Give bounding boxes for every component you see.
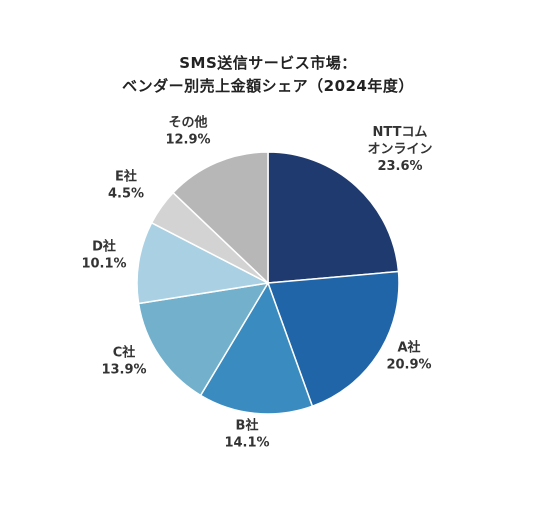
slice-label-line: オンライン bbox=[367, 142, 432, 157]
slice-label-b-sha: B社 14.1% bbox=[224, 418, 269, 451]
slice-label-line: A社 bbox=[397, 340, 420, 356]
slice-label-line: 13.9% bbox=[101, 363, 146, 378]
chart-title-line-1: SMS送信サービス市場： bbox=[179, 54, 357, 72]
slice-label-d-sha: D社 10.1% bbox=[81, 239, 126, 272]
pie-slice-b-sha bbox=[199, 281, 314, 415]
slice-label-other: その他 12.9% bbox=[165, 115, 210, 148]
slice-label-line: 10.1% bbox=[81, 257, 126, 272]
slice-label-line: E社 bbox=[115, 169, 137, 185]
slice-label-line: D社 bbox=[92, 239, 116, 255]
pie-slice-c-sha bbox=[137, 282, 270, 397]
slice-label-line: 23.6% bbox=[377, 159, 422, 174]
slice-label-line: NTTコム bbox=[373, 125, 428, 140]
slice-label-line: 14.1% bbox=[224, 436, 269, 451]
slice-label-line: 20.9% bbox=[386, 358, 431, 373]
slice-label-line: 4.5% bbox=[108, 187, 144, 202]
slice-label-line: C社 bbox=[113, 345, 136, 361]
slice-label-line: その他 bbox=[168, 115, 207, 131]
slice-label-ntt-com-online: NTTコムオンライン 23.6% bbox=[367, 125, 432, 174]
slice-label-e-sha: E社 4.5% bbox=[108, 169, 144, 202]
pie-slice-ntt-com-online bbox=[267, 151, 400, 284]
slice-label-line: 12.9% bbox=[165, 133, 210, 148]
slice-label-a-sha: A社 20.9% bbox=[386, 340, 431, 373]
slice-label-line: B社 bbox=[236, 418, 259, 434]
slice-label-c-sha: C社 13.9% bbox=[101, 345, 146, 378]
pie-slice-d-sha bbox=[136, 221, 271, 305]
chart-title-line-2: ベンダー別売上金額シェア（2024年度） bbox=[122, 77, 414, 95]
pie-slice-other bbox=[172, 151, 269, 285]
